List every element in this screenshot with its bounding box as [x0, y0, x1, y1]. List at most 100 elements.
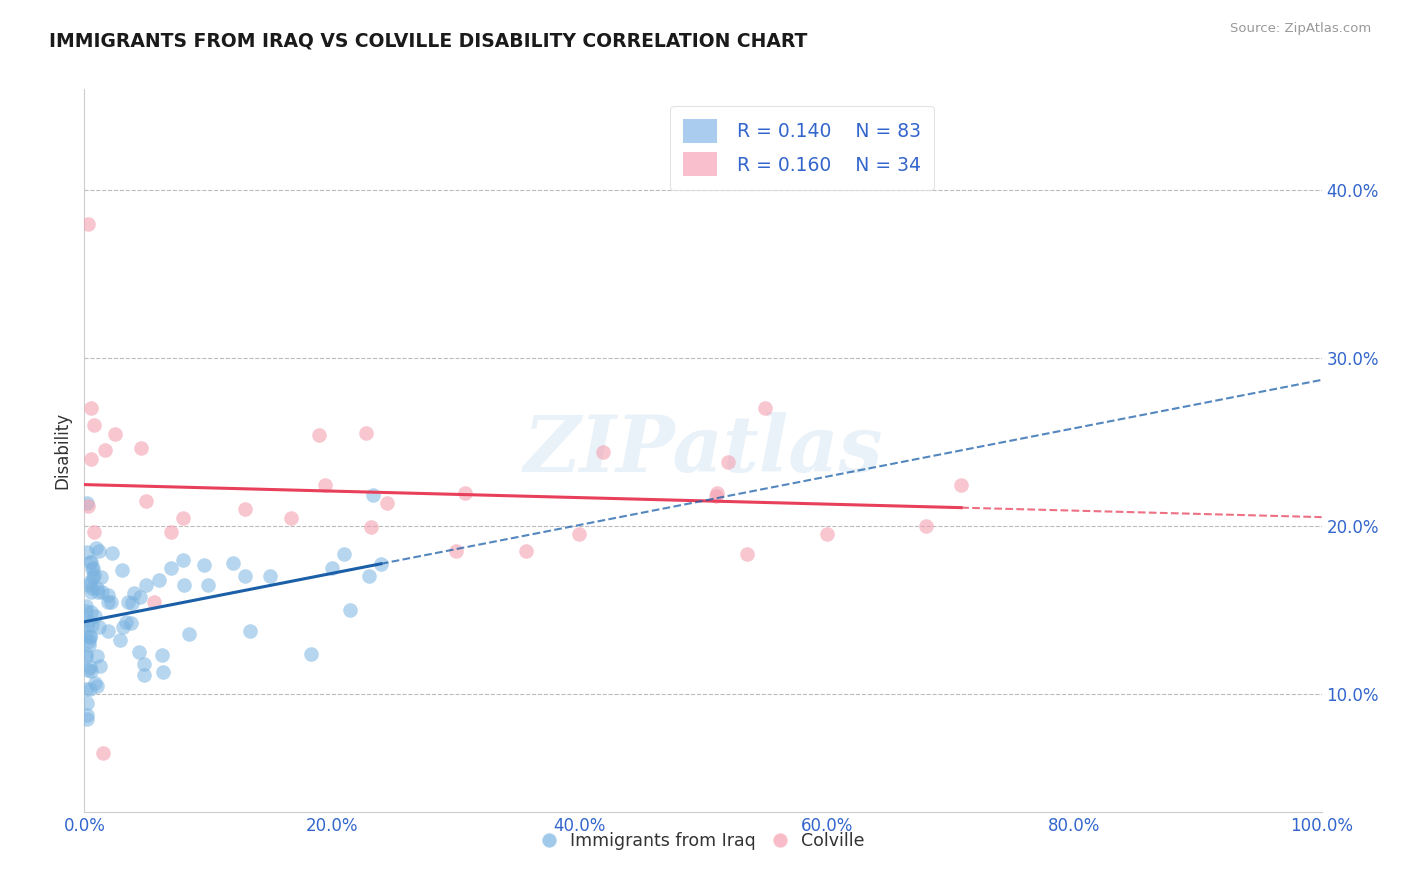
Point — [370, 557, 392, 571]
Point — [160, 524, 183, 539]
Text: Source: ZipAtlas.com: Source: ZipAtlas.com — [1230, 22, 1371, 36]
Point — [84, 608, 107, 623]
Point — [592, 444, 614, 458]
Point — [568, 527, 591, 541]
Point — [75, 599, 97, 613]
Point — [193, 558, 215, 572]
Point — [91, 585, 114, 599]
Point — [76, 708, 98, 723]
Point — [233, 569, 256, 583]
Point — [148, 573, 170, 587]
Point — [454, 486, 477, 500]
Point — [108, 632, 131, 647]
Point — [76, 712, 98, 726]
Point — [87, 620, 110, 634]
Point — [83, 418, 105, 433]
Point — [143, 595, 166, 609]
Point — [754, 401, 776, 416]
Point — [444, 544, 467, 558]
Point — [100, 594, 122, 608]
Point — [97, 588, 120, 602]
Point — [89, 543, 111, 558]
Point — [515, 544, 537, 558]
Point — [222, 556, 245, 570]
Point — [80, 562, 103, 576]
Point — [361, 487, 384, 501]
Point — [79, 664, 101, 678]
Point — [79, 401, 101, 416]
Point — [76, 496, 98, 510]
Point — [121, 596, 143, 610]
Point — [89, 659, 111, 673]
Point — [197, 578, 219, 592]
Legend: Immigrants from Iraq, Colville: Immigrants from Iraq, Colville — [534, 825, 872, 857]
Point — [173, 578, 195, 592]
Point — [79, 556, 101, 570]
Point — [84, 541, 107, 555]
Point — [79, 452, 101, 467]
Point — [77, 634, 100, 648]
Point — [76, 614, 98, 628]
Point — [132, 657, 155, 672]
Point — [97, 624, 120, 638]
Point — [299, 647, 322, 661]
Point — [91, 746, 114, 760]
Point — [735, 547, 758, 561]
Point — [75, 649, 97, 664]
Point — [152, 648, 174, 662]
Point — [90, 569, 112, 583]
Point — [375, 495, 398, 509]
Point — [80, 585, 103, 599]
Point — [82, 561, 104, 575]
Point — [160, 561, 183, 575]
Point — [97, 595, 120, 609]
Point — [76, 617, 98, 632]
Point — [172, 510, 194, 524]
Text: IMMIGRANTS FROM IRAQ VS COLVILLE DISABILITY CORRELATION CHART: IMMIGRANTS FROM IRAQ VS COLVILLE DISABIL… — [49, 31, 807, 50]
Point — [706, 486, 728, 500]
Point — [86, 649, 108, 664]
Point — [75, 682, 97, 697]
Point — [815, 527, 838, 541]
Point — [233, 502, 256, 516]
Point — [120, 615, 142, 630]
Point — [76, 545, 98, 559]
Point — [111, 620, 134, 634]
Point — [80, 605, 103, 619]
Point — [104, 426, 127, 441]
Point — [360, 520, 382, 534]
Point — [77, 638, 100, 652]
Point — [82, 581, 104, 595]
Point — [77, 499, 100, 513]
Point — [333, 547, 356, 561]
Point — [128, 644, 150, 658]
Point — [79, 630, 101, 644]
Point — [83, 568, 105, 582]
Point — [177, 627, 200, 641]
Point — [82, 570, 104, 584]
Point — [75, 628, 97, 642]
Point — [79, 681, 101, 696]
Point — [75, 647, 97, 661]
Point — [172, 552, 194, 566]
Point — [354, 425, 377, 440]
Point — [76, 663, 98, 677]
Point — [79, 660, 101, 674]
Point — [80, 555, 103, 569]
Point — [79, 629, 101, 643]
Point — [87, 585, 110, 599]
Point — [75, 604, 97, 618]
Point — [129, 590, 152, 604]
Point — [314, 478, 336, 492]
Point — [135, 578, 157, 592]
Point — [77, 217, 100, 231]
Point — [77, 577, 100, 591]
Point — [86, 581, 108, 595]
Point — [115, 615, 138, 629]
Point — [101, 546, 124, 560]
Point — [86, 679, 108, 693]
Point — [152, 665, 174, 679]
Point — [132, 668, 155, 682]
Point — [111, 563, 134, 577]
Point — [914, 519, 936, 533]
